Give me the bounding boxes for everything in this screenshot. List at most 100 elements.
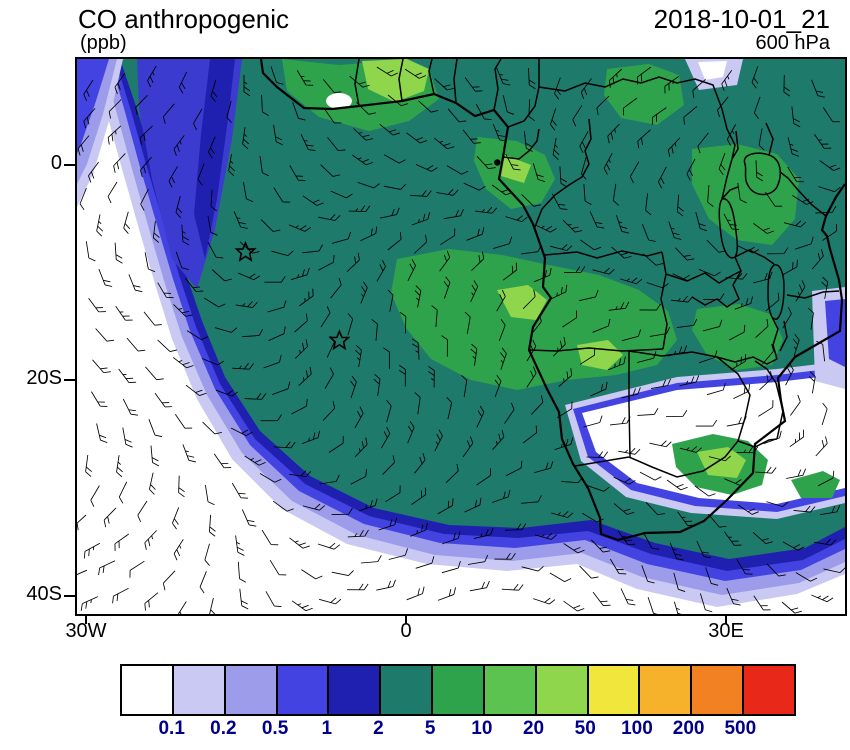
- wind-barb: [667, 345, 688, 357]
- wind-barb: [143, 311, 162, 326]
- wind-barb: [376, 66, 398, 77]
- wind-barb: [505, 460, 523, 477]
- wind-barb: [178, 71, 188, 94]
- wind-barb: [550, 244, 573, 251]
- wind-barb: [651, 107, 667, 125]
- wind-barb: [98, 268, 113, 287]
- wind-barb: [562, 310, 577, 328]
- wind-barb: [373, 373, 381, 396]
- wind-barb: [650, 378, 671, 390]
- wind-barb: [493, 236, 513, 249]
- wind-barb: [202, 421, 222, 435]
- wind-barb: [811, 249, 824, 270]
- wind-barb: [695, 211, 708, 232]
- wind-barb: [642, 224, 656, 242]
- wind-barb: [725, 272, 748, 280]
- wind-barb: [759, 371, 773, 391]
- wind-barb: [795, 280, 806, 302]
- wind-barb: [505, 215, 528, 223]
- colorbar-cell: [536, 666, 589, 714]
- wind-barb: [550, 284, 568, 300]
- wind-barb: [763, 430, 782, 445]
- wind-barb: [144, 252, 156, 273]
- wind-barb: [273, 124, 283, 146]
- wind-barb: [552, 337, 566, 357]
- page-title: CO anthropogenic: [78, 4, 290, 34]
- wind-barb: [523, 131, 533, 152]
- wind-barb: [128, 274, 143, 293]
- wind-barb: [730, 354, 747, 371]
- wind-barb: [135, 95, 148, 115]
- colorbar-cell: [744, 666, 794, 714]
- wind-barb: [464, 497, 482, 513]
- wind-barb: [122, 398, 139, 416]
- wind-barb: [112, 587, 129, 604]
- wind-barb: [492, 489, 511, 503]
- colorbar-cell: [640, 666, 693, 714]
- wind-barb: [288, 224, 312, 232]
- wind-barb: [289, 165, 306, 182]
- wind-barb: [355, 344, 362, 368]
- colorbar-tick-label: 0.2: [210, 718, 237, 739]
- wind-barb: [140, 188, 149, 211]
- wind-barb: [494, 374, 502, 398]
- wind-barb: [260, 219, 281, 232]
- wind-barb: [822, 223, 837, 241]
- wind-barb: [649, 326, 671, 337]
- wind-barb: [815, 436, 828, 457]
- wind-barb: [441, 561, 461, 574]
- wind-barb: [208, 514, 216, 537]
- wind-barb: [728, 324, 746, 341]
- wind-barb: [77, 135, 90, 156]
- wind-barb: [621, 387, 641, 399]
- wind-barb: [271, 250, 294, 257]
- wind-barb: [683, 106, 698, 125]
- wind-barb: [261, 529, 279, 546]
- wind-barb: [563, 543, 585, 554]
- wind-barb: [382, 455, 395, 475]
- wind-barb: [578, 290, 599, 302]
- wind-barb: [204, 543, 210, 566]
- wind-barb: [185, 278, 204, 292]
- wind-barb: [596, 95, 610, 116]
- wind-barb: [347, 583, 369, 591]
- wind-barb: [669, 542, 684, 561]
- wind-barb: [268, 326, 286, 341]
- wind-barb: [471, 251, 485, 271]
- wind-barb: [137, 500, 148, 523]
- wind-barb: [442, 531, 461, 545]
- wind-barb: [357, 181, 380, 189]
- wind-barb: [461, 375, 468, 398]
- wind-barb: [318, 214, 341, 221]
- wind-barb: [657, 166, 667, 189]
- wind-barb: [754, 466, 777, 474]
- wind-barb: [418, 100, 439, 113]
- wind-barb: [330, 277, 342, 299]
- wind-barb: [612, 183, 619, 206]
- wind-barb: [145, 366, 164, 381]
- wind-barb: [96, 423, 108, 444]
- wind-barb: [736, 446, 759, 454]
- wind-barb: [182, 444, 197, 463]
- colorbar-tick-label: 10: [471, 718, 493, 739]
- wind-barb: [649, 440, 672, 448]
- wind-barb: [157, 339, 178, 352]
- wind-barb: [173, 539, 184, 561]
- map-markers: [234, 159, 501, 351]
- wind-barb: [587, 485, 610, 492]
- wind-barb: [637, 351, 657, 363]
- valid-time: 2018-10-01_21: [653, 4, 830, 34]
- wind-barb: [589, 211, 605, 229]
- wind-barb: [807, 307, 814, 330]
- wind-barb: [320, 164, 341, 177]
- wind-barb: [273, 187, 291, 203]
- y-tick-label-20s: 20S: [26, 367, 62, 389]
- wind-barb: [718, 152, 726, 176]
- wind-barb: [434, 429, 443, 452]
- wind-barb: [554, 77, 561, 100]
- wind-barb: [618, 447, 641, 455]
- wind-barb: [289, 470, 312, 478]
- wind-barb: [534, 461, 554, 474]
- wind-barb: [590, 381, 608, 397]
- wind-barb: [494, 552, 516, 560]
